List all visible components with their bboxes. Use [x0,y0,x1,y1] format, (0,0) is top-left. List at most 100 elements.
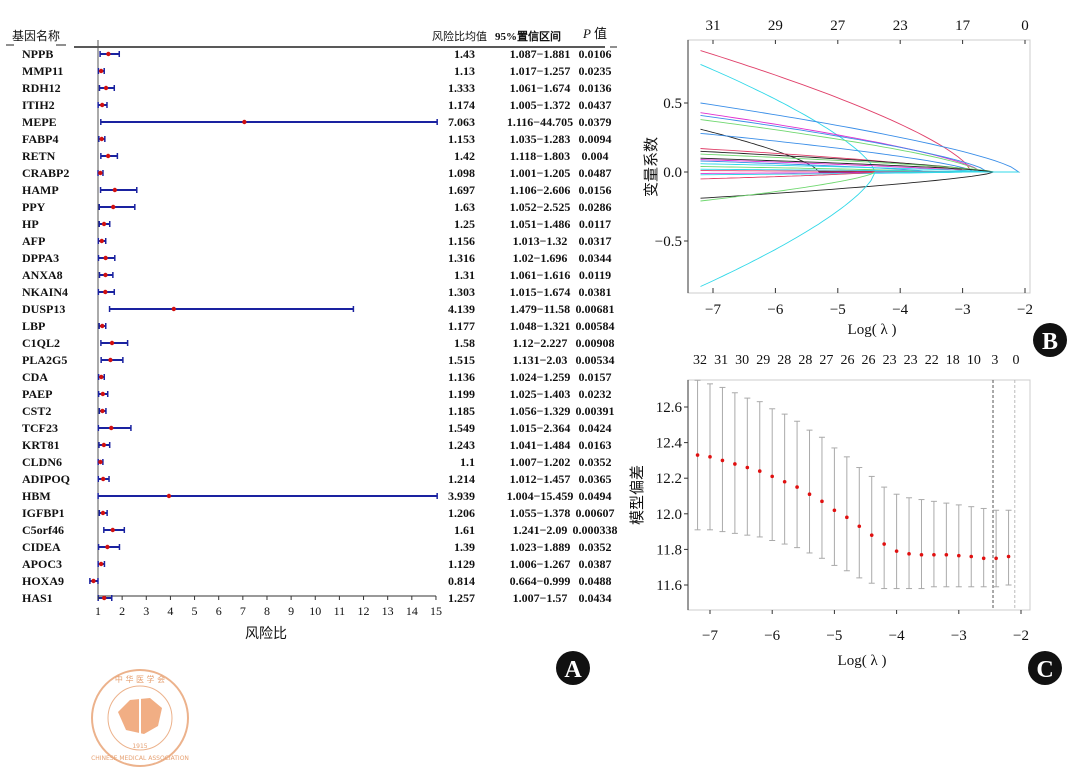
p-value: 0.0106 [579,47,612,61]
ci-value: 1.006−1.267 [510,557,571,571]
svg-text:1915: 1915 [132,743,147,750]
top-tick-label: 10 [967,353,981,368]
deviance-point [981,556,986,561]
deviance-point [969,554,974,559]
p-value: 0.00584 [576,319,615,333]
hr-point [105,153,111,159]
hr-value: 1.61 [454,523,475,537]
gene-name: ANXA8 [22,268,63,282]
gene-name: MEPE [22,115,57,129]
hr-value: 1.177 [448,319,475,333]
top-tick-label: 0 [1013,353,1020,368]
coefficient-path [700,171,1019,199]
coefficient-path [700,128,1019,173]
forest-row: PLA2G5 1.515 1.131−2.03 0.00534 [22,353,615,367]
gene-name: HBM [22,489,51,503]
p-value: 0.00908 [576,336,615,350]
gene-name: NKAIN4 [22,285,68,299]
top-tick-label: 17 [955,18,971,34]
top-tick-label: 29 [756,353,770,368]
ci-value: 1.007−1.202 [510,455,571,469]
gene-name: DUSP13 [22,302,65,316]
coefficient-path [700,119,1019,173]
hr-value: 1.136 [448,370,475,384]
ci-value: 1.051−1.486 [510,217,571,231]
y-tick-label: −0.5 [655,234,682,250]
p-value: 0.0235 [579,64,612,78]
hr-value: 0.814 [448,574,475,588]
hr-point [98,170,103,176]
p-value: 0.00534 [576,353,615,367]
forest-row: PAEP 1.199 1.025−1.403 0.0232 [22,387,612,401]
hr-value: 1.25 [454,217,475,231]
x-tick-label: 10 [309,604,321,618]
deviance-point [957,553,961,558]
ci-value: 1.479−11.58 [510,302,570,316]
ci-value: 1.025−1.403 [510,387,571,401]
p-value: 0.0381 [579,285,612,299]
ci-value: 0.664−0.999 [510,574,571,588]
svg-text:中 华 医 学 会: 中 华 医 学 会 [115,674,165,684]
y-tick-label: 0.5 [663,96,682,112]
hr-point [103,289,108,295]
top-tick-label: 3 [991,353,998,368]
hr-value: 1.333 [448,81,475,95]
p-value: 0.0352 [579,455,612,469]
coefficient-path [700,114,1019,173]
p-value: 0.00607 [576,506,615,520]
forest-row: CRABP2 1.098 1.001−1.205 0.0487 [22,166,612,180]
x-tick-label: 2 [119,604,125,618]
deviance-point [795,485,799,489]
deviance-point [907,552,911,556]
ci-value: 1.061−1.616 [510,268,571,282]
p-value: 0.0232 [579,387,612,401]
coefficient-path-plot: −7 31 −6 29 −5 27 −4 23 −3 17 −2 0 0.5 0.0 −0.5 Log( λ… [643,18,1033,338]
hr-point [103,255,108,261]
x-tick-label: −6 [767,302,783,318]
forest-row: DPPA3 1.316 1.02−1.696 0.0344 [22,251,612,265]
top-tick-label: 23 [893,18,908,34]
hr-point [100,323,105,329]
forest-row: NKAIN4 1.303 1.015−1.674 0.0381 [22,285,612,299]
hr-point [242,119,247,125]
deviance-point [869,533,874,537]
hr-point [171,306,176,312]
hr-value: 1.199 [448,387,475,401]
ci-value: 1.035−1.283 [510,132,571,146]
hr-point [99,238,104,244]
x-tick-label: 8 [264,604,270,618]
panel-label-c: C [1028,651,1062,685]
deviance-point [807,492,812,497]
x-tick-label: −7 [702,628,718,644]
top-tick-label: 23 [904,353,918,368]
x-tick-label: 7 [240,604,246,618]
gene-name: CST2 [22,404,51,418]
coefficient-path [700,171,963,176]
ci-value: 1.012−1.457 [510,472,571,486]
gene-name: AFP [22,234,45,248]
deviance-point [932,552,936,557]
p-value: 0.0286 [579,200,612,214]
header-hr: 风险比均值 [432,29,487,43]
ci-value: 1.005−1.372 [510,98,571,112]
y-tick-label: 0.0 [663,165,682,181]
y-tick-label: 12.4 [656,436,683,452]
gene-name: ADIPOQ [22,472,70,486]
hr-value: 1.206 [448,506,475,520]
forest-row: CLDN6 1.1 1.007−1.202 0.0352 [22,455,612,469]
x-axis-label: Log( λ ) [848,322,897,338]
y-tick-label: 11.8 [656,542,682,558]
x-tick-label: −3 [951,628,967,644]
hr-value: 1.39 [454,540,475,554]
forest-row: DUSP13 4.139 1.479−11.58 0.00681 [22,302,615,316]
hr-point [102,595,107,601]
ci-value: 1.004−15.459 [507,489,574,503]
x-tick-label: 4 [167,604,173,618]
ci-value: 1.061−1.674 [510,81,571,95]
coefficient-path [700,153,1019,173]
x-tick-label: −2 [1013,628,1029,644]
deviance-point [708,455,712,459]
gene-name: CIDEA [22,540,61,554]
hr-value: 1.1 [460,455,475,469]
gene-name: HOXA9 [22,574,64,588]
